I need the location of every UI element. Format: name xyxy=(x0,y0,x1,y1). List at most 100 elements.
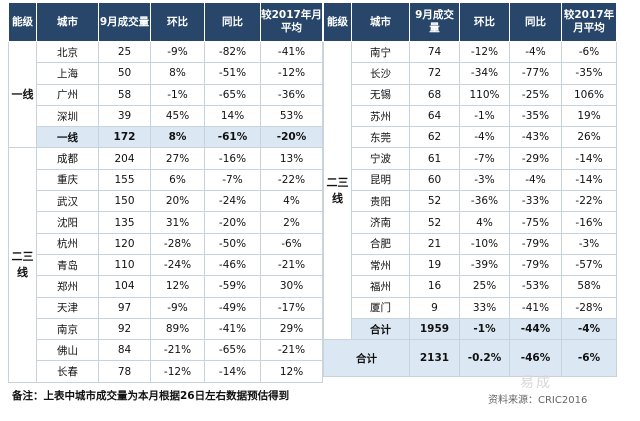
vs2017-cell: -14% xyxy=(561,147,617,170)
header-yoy: 同比 xyxy=(509,2,562,42)
table-row: 昆明 60 -3% -4% -14% xyxy=(324,168,617,192)
vs2017-cell: 29% xyxy=(260,317,323,341)
table-row: 无锡 68 110% -25% 106% xyxy=(324,83,617,106)
mom-cell: -36% xyxy=(459,190,510,213)
footnote: 备注：上表中城市成交量为本月根据26日左右数据预估得到 xyxy=(12,390,290,402)
volume-cell: 78 xyxy=(98,360,151,383)
volume-cell: 62 xyxy=(409,126,460,149)
yoy-cell: -41% xyxy=(509,296,562,319)
volume-cell: 50 xyxy=(98,62,151,85)
yoy-cell: -82% xyxy=(204,40,261,64)
mom-cell: -39% xyxy=(459,253,510,277)
mom-cell: -12% xyxy=(150,360,205,383)
vs2017-cell: -4% xyxy=(561,317,617,341)
vs2017-cell: -20% xyxy=(260,126,323,149)
mom-cell: 27% xyxy=(150,147,205,170)
vs2017-cell: 106% xyxy=(561,83,617,106)
mom-cell: 6% xyxy=(150,168,205,192)
yoy-cell: -46% xyxy=(204,253,261,277)
volume-cell: 19 xyxy=(409,253,460,277)
table-row: 佛山 84 -21% -65% -21% xyxy=(9,339,323,362)
volume-cell: 68 xyxy=(409,83,460,106)
table-row: 南京 92 89% -41% 29% xyxy=(9,317,323,341)
vs2017-cell: -21% xyxy=(260,339,323,362)
city-cell: 沈阳 xyxy=(36,211,99,234)
vs2017-cell: 13% xyxy=(260,147,323,170)
yoy-cell: -51% xyxy=(204,62,261,85)
yoy-cell: -79% xyxy=(509,253,562,277)
vs2017-cell: -6% xyxy=(561,339,617,378)
volume-cell: 155 xyxy=(98,168,151,192)
volume-cell: 61 xyxy=(409,147,460,170)
mom-cell: -21% xyxy=(150,339,205,362)
mom-cell: 12% xyxy=(150,275,205,298)
table-row: 广州 58 -1% -65% -36% xyxy=(9,83,323,106)
city-cell: 广州 xyxy=(36,83,99,106)
city-cell: 合计 xyxy=(351,317,410,341)
city-cell: 宁波 xyxy=(351,147,410,170)
yoy-cell: -25% xyxy=(509,83,562,106)
vs2017-cell: -28% xyxy=(561,296,617,319)
volume-cell: 97 xyxy=(98,296,151,319)
vs2017-cell: -3% xyxy=(561,232,617,255)
table-row: 济南 52 4% -75% -16% xyxy=(324,211,617,234)
city-cell: 天津 xyxy=(36,296,99,319)
city-cell: 深圳 xyxy=(36,104,99,128)
vs2017-cell: 26% xyxy=(561,126,617,149)
yoy-cell: 14% xyxy=(204,104,261,128)
table-row: 合肥 21 -10% -79% -3% xyxy=(324,232,617,255)
city-cell: 上海 xyxy=(36,62,99,85)
volume-cell: 52 xyxy=(409,211,460,234)
city-cell: 济南 xyxy=(351,211,410,234)
city-cell: 无锡 xyxy=(351,83,410,106)
city-cell: 常州 xyxy=(351,253,410,277)
header-row: 能级 城市 9月成交量 环比 同比 较2017年月平均 xyxy=(8,2,323,42)
volume-cell: 120 xyxy=(98,232,151,255)
header-mom: 环比 xyxy=(150,2,205,42)
mom-cell: -1% xyxy=(150,83,205,106)
mom-cell: -4% xyxy=(459,126,510,149)
city-cell: 南京 xyxy=(36,317,99,341)
header-vs2017: 较2017年月平均 xyxy=(561,2,617,42)
city-cell: 合肥 xyxy=(351,232,410,255)
vs2017-cell: -6% xyxy=(260,232,323,255)
yoy-cell: -49% xyxy=(204,296,261,319)
header-vs2017: 较2017年月平均 xyxy=(260,2,323,42)
yoy-cell: -24% xyxy=(204,190,261,213)
subtotal-row: 一线 172 8% -61% -20% xyxy=(9,126,323,149)
vs2017-cell: -36% xyxy=(260,83,323,106)
subtotal-row: 合计 1959 -1% -44% -4% xyxy=(324,317,617,341)
vs2017-cell: 19% xyxy=(561,104,617,128)
volume-cell: 58 xyxy=(98,83,151,106)
volume-cell: 84 xyxy=(98,339,151,362)
tier-label: 二三线 xyxy=(8,147,37,383)
yoy-cell: -41% xyxy=(204,317,261,341)
table-row: 常州 19 -39% -79% -57% xyxy=(324,253,617,277)
vs2017-cell: -12% xyxy=(260,62,323,85)
header-row: 能级 城市 9月成交量 环比 同比 较2017年月平均 xyxy=(323,2,617,42)
mom-cell: 45% xyxy=(150,104,205,128)
vs2017-cell: -57% xyxy=(561,253,617,277)
city-cell: 南宁 xyxy=(351,40,410,64)
vs2017-cell: -16% xyxy=(561,211,617,234)
vs2017-cell: -14% xyxy=(561,168,617,192)
header-tier: 能级 xyxy=(323,2,352,42)
yoy-cell: -75% xyxy=(509,211,562,234)
mom-cell: -7% xyxy=(459,147,510,170)
city-cell: 武汉 xyxy=(36,190,99,213)
volume-cell: 104 xyxy=(98,275,151,298)
mom-cell: -3% xyxy=(459,168,510,192)
vs2017-cell: 12% xyxy=(260,360,323,383)
yoy-cell: -4% xyxy=(509,40,562,64)
header-volume: 9月成交量 xyxy=(409,2,460,42)
mom-cell: 4% xyxy=(459,211,510,234)
yoy-cell: -33% xyxy=(509,190,562,213)
city-cell: 一线 xyxy=(36,126,99,149)
vs2017-cell: -17% xyxy=(260,296,323,319)
table-row: 重庆 155 6% -7% -22% xyxy=(9,168,323,192)
yoy-cell: -43% xyxy=(509,126,562,149)
table-row: 东莞 62 -4% -43% 26% xyxy=(324,126,617,149)
yoy-cell: -16% xyxy=(204,147,261,170)
city-cell: 郑州 xyxy=(36,275,99,298)
mom-cell: 31% xyxy=(150,211,205,234)
